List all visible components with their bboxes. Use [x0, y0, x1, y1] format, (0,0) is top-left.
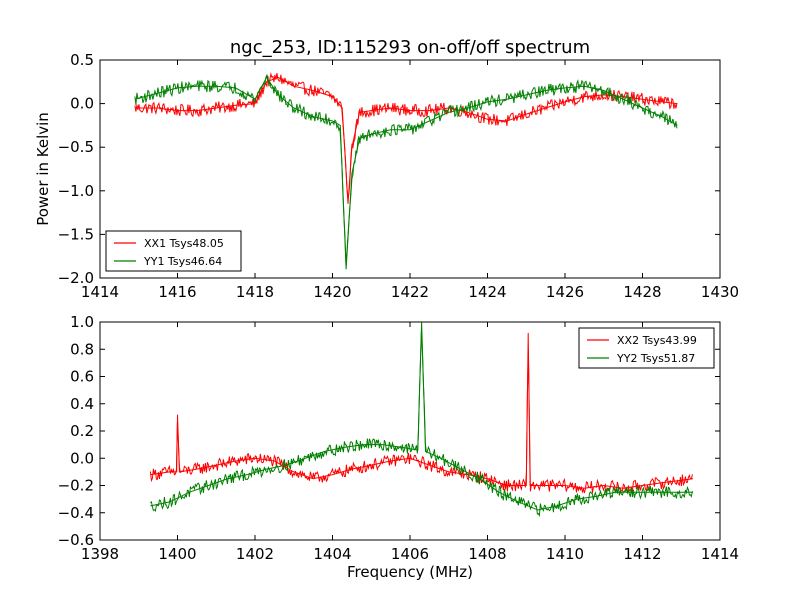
x-tick-label: 1408 [468, 545, 506, 563]
series-path-2 [150, 322, 693, 511]
legend-label: YY2 Tsys51.87 [616, 352, 695, 365]
y-tick-label: 0.2 [70, 422, 94, 440]
panel-1: 1414 1416 1418 1420 1422 1424 1426 1428 1430 0.5 0… [34, 51, 739, 301]
series-line-1 [134, 72, 678, 198]
y-tick-label: −0.4 [58, 504, 94, 522]
y-tick-label: 1.0 [70, 313, 94, 331]
y-tick-label: 0.0 [70, 449, 94, 467]
x-tick-label: 1418 [236, 283, 274, 301]
plots-group: 1414 1416 1418 1420 1422 1424 1426 1428 1430 0.5 0… [34, 51, 739, 563]
x-tick-label: 1414 [81, 283, 119, 301]
series-path-2 [134, 76, 678, 270]
x-tick-label: 1414 [701, 545, 739, 563]
x-tick-label: 1412 [623, 545, 661, 563]
y-tick-label: 0.5 [70, 51, 94, 69]
legend-label: XX1 Tsys48.05 [144, 237, 224, 250]
y-tick-label: 0.0 [70, 95, 94, 113]
y-tick-label: −0.5 [58, 138, 94, 156]
chart-title: ngc_253, ID:115293 on-off/off spectrum [230, 37, 590, 58]
y-tick-label: −0.2 [58, 477, 94, 495]
x-tick-label: 1404 [313, 545, 351, 563]
x-tick-label: 1402 [236, 545, 274, 563]
legend-box [105, 230, 242, 272]
legend-label: YY1 Tsys46.64 [143, 255, 222, 268]
legend: XX2 Tsys43.99 YY2 Tsys51.87 [578, 327, 715, 369]
series-line-2 [134, 73, 678, 263]
y-tick-label: −1.5 [58, 225, 94, 243]
panel-2: 1398 1400 1402 1404 1406 1408 1410 1412 1414 1.0 0… [58, 313, 740, 563]
x-tick-label: 1416 [158, 283, 196, 301]
legend: XX1 Tsys48.05 YY1 Tsys46.64 [105, 230, 242, 272]
x-tick-label: 1410 [546, 545, 584, 563]
series-path-1 [150, 332, 693, 489]
legend-label: XX2 Tsys43.99 [617, 334, 697, 347]
x-tick-label: 1406 [391, 545, 429, 563]
x-tick-label: 1420 [313, 283, 351, 301]
x-tick-label: 1428 [623, 283, 661, 301]
x-tick-label: 1422 [391, 283, 429, 301]
y-tick-label: −1.0 [58, 182, 94, 200]
x-tick-label: 1400 [158, 545, 196, 563]
x-tick-label: 1426 [546, 283, 584, 301]
x-tick-label: 1430 [701, 283, 739, 301]
series-line-1 [149, 350, 693, 494]
y-tick-label: 0.6 [70, 368, 94, 386]
x-tick-label: 1398 [81, 545, 119, 563]
y-tick-label: −2.0 [58, 269, 94, 287]
series-path-1 [134, 76, 678, 204]
legend-box [578, 327, 715, 369]
y-tick-label: −0.6 [58, 531, 94, 549]
y-axis-label: Power in Kelvin [34, 112, 52, 226]
x-tick-label: 1424 [468, 283, 506, 301]
y-tick-label: 0.8 [70, 340, 94, 358]
y-tick-label: 0.4 [70, 395, 94, 413]
x-axis-label: Frequency (MHz) [347, 563, 473, 581]
